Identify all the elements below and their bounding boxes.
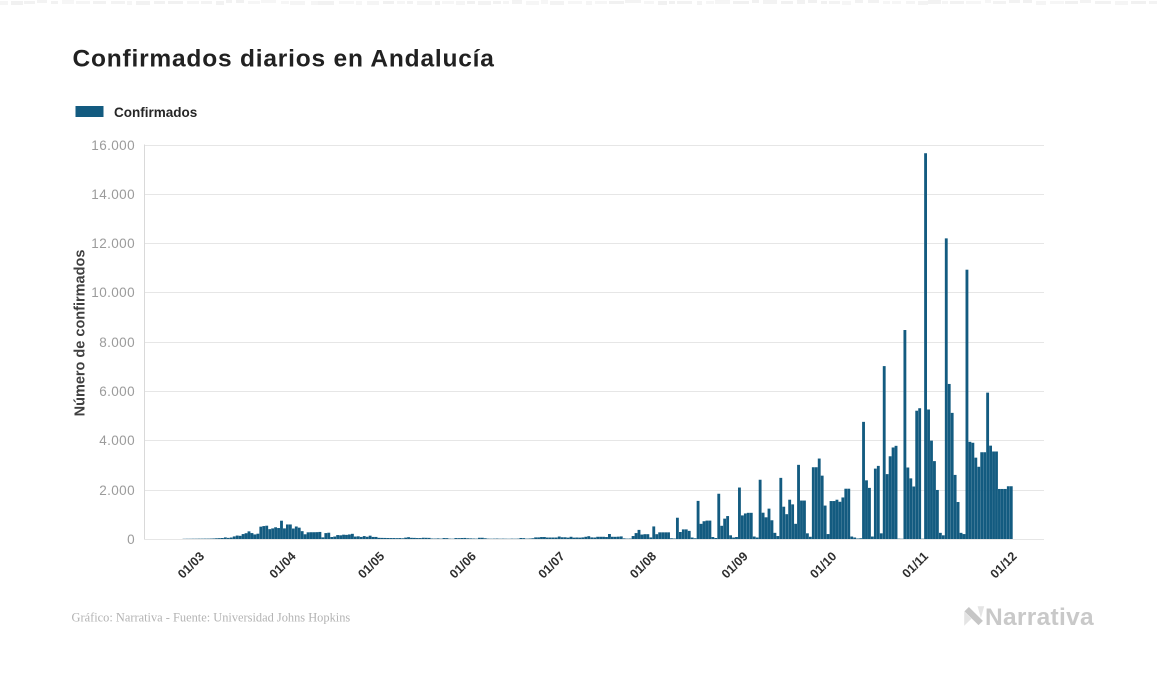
svg-text:14.000: 14.000 (91, 187, 135, 202)
svg-text:Número de confirmados: Número de confirmados (73, 250, 89, 417)
svg-text:Confirmados diarios en Andaluc: Confirmados diarios en Andalucía (73, 46, 495, 73)
svg-text:2.000: 2.000 (99, 483, 135, 498)
svg-text:6.000: 6.000 (99, 384, 135, 399)
svg-text:8.000: 8.000 (99, 335, 135, 350)
svg-text:4.000: 4.000 (99, 433, 135, 448)
svg-text:16.000: 16.000 (91, 138, 135, 153)
svg-text:10.000: 10.000 (91, 285, 135, 300)
svg-text:Narrativa: Narrativa (985, 604, 1094, 631)
svg-text:12.000: 12.000 (91, 236, 135, 251)
svg-text:Confirmados: Confirmados (114, 105, 197, 120)
svg-text:Gráfico: Narrativa - Fuente: U: Gráfico: Narrativa - Fuente: Universidad… (72, 611, 351, 625)
svg-text:0: 0 (127, 532, 135, 547)
